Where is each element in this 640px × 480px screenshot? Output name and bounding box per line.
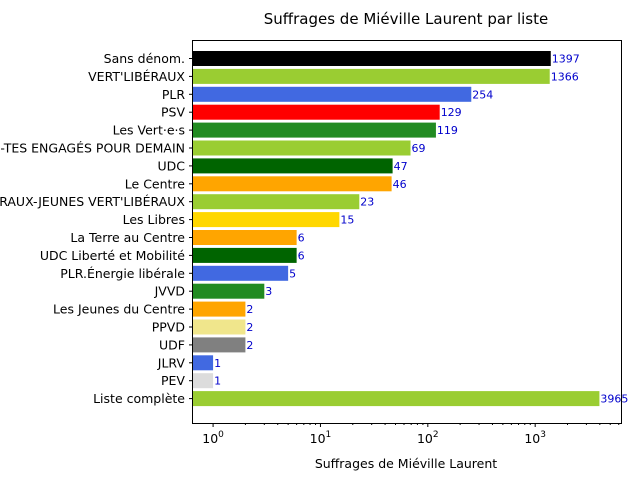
category-label: LES VERT'LIBÉRAUX-JEUNES VERT'LIBÉRAUX xyxy=(0,194,185,209)
value-label: 2 xyxy=(246,339,253,352)
bar xyxy=(193,140,411,156)
x-axis-label: Suffrages de Miéville Laurent xyxy=(315,456,497,471)
category-label: PSV xyxy=(161,105,185,120)
category-label: Les Jeunes du Centre xyxy=(53,302,185,317)
bar xyxy=(193,51,551,66)
bar xyxy=(193,104,440,120)
value-label: 3965 xyxy=(600,393,628,406)
value-label: 2 xyxy=(246,321,253,334)
category-label: PLR xyxy=(162,87,186,102)
bar xyxy=(193,283,265,299)
value-label: 6 xyxy=(298,249,305,262)
value-label: 119 xyxy=(437,124,458,137)
value-label: 6 xyxy=(298,232,305,245)
x-tick-label: 101 xyxy=(310,430,332,446)
bar xyxy=(193,68,550,84)
plot-frame xyxy=(192,40,622,424)
category-label: UDC xyxy=(157,158,185,173)
bar xyxy=(193,122,436,138)
value-label: 1 xyxy=(214,357,221,370)
category-label: La Terre au Centre xyxy=(70,230,185,245)
value-label: 1366 xyxy=(551,70,579,83)
bar xyxy=(193,158,393,174)
value-label: 3 xyxy=(265,285,272,298)
value-label: 2 xyxy=(246,303,253,316)
x-axis-ticks: 100 101 102 103 xyxy=(202,423,620,446)
category-label: PPVD xyxy=(152,320,185,335)
category-label: Le Centre xyxy=(125,176,186,191)
bar xyxy=(193,319,246,335)
bar xyxy=(193,212,340,228)
category-label: Sans dénom. xyxy=(104,51,185,66)
category-label: UDC Liberté et Mobilité xyxy=(40,248,185,263)
x-tick-label: 102 xyxy=(417,430,439,446)
value-label: 1 xyxy=(214,375,221,388)
category-labels: Sans dénom. VERT'LIBÉRAUX PLR PSV Les Vert·e… xyxy=(0,51,193,406)
bar xyxy=(193,194,360,210)
category-label: JVVD xyxy=(154,284,185,299)
value-label: 46 xyxy=(393,178,407,191)
category-label: VERT'LIBÉRAUX xyxy=(88,69,185,84)
value-label: 47 xyxy=(394,160,408,173)
bar xyxy=(193,247,297,263)
bar xyxy=(193,265,289,281)
chart-title: Suffrages de Miéville Laurent par liste xyxy=(264,10,548,28)
value-label: 5 xyxy=(289,267,296,280)
value-label: 129 xyxy=(441,106,462,119)
bars-group xyxy=(193,51,600,407)
bar xyxy=(193,176,392,192)
category-label: Liste complète xyxy=(93,391,185,406)
bar xyxy=(193,373,214,389)
bar xyxy=(193,391,600,407)
bar xyxy=(193,355,214,371)
value-label: 69 xyxy=(412,142,426,155)
x-tick-label: 100 xyxy=(202,430,224,446)
bar xyxy=(193,301,246,317)
category-label: JLRV xyxy=(157,355,186,370)
x-tick-label: 103 xyxy=(524,430,546,446)
category-label: Les Vert·e·s xyxy=(113,123,185,138)
category-label: Les Libres xyxy=(123,212,185,227)
value-label: 15 xyxy=(340,214,354,227)
bar xyxy=(193,230,297,245)
bar xyxy=(193,86,472,102)
bar xyxy=(193,337,246,353)
value-label: 254 xyxy=(472,88,493,101)
category-label: PLR.Énergie libérale xyxy=(60,266,185,281)
category-label: LES JEUNES ET LES AÎNÉS-ES, TOUS-TES ENG… xyxy=(0,141,185,156)
category-label: UDF xyxy=(159,337,185,352)
category-label: PEV xyxy=(161,373,185,388)
value-label: 23 xyxy=(360,196,374,209)
value-label: 1397 xyxy=(552,53,580,66)
